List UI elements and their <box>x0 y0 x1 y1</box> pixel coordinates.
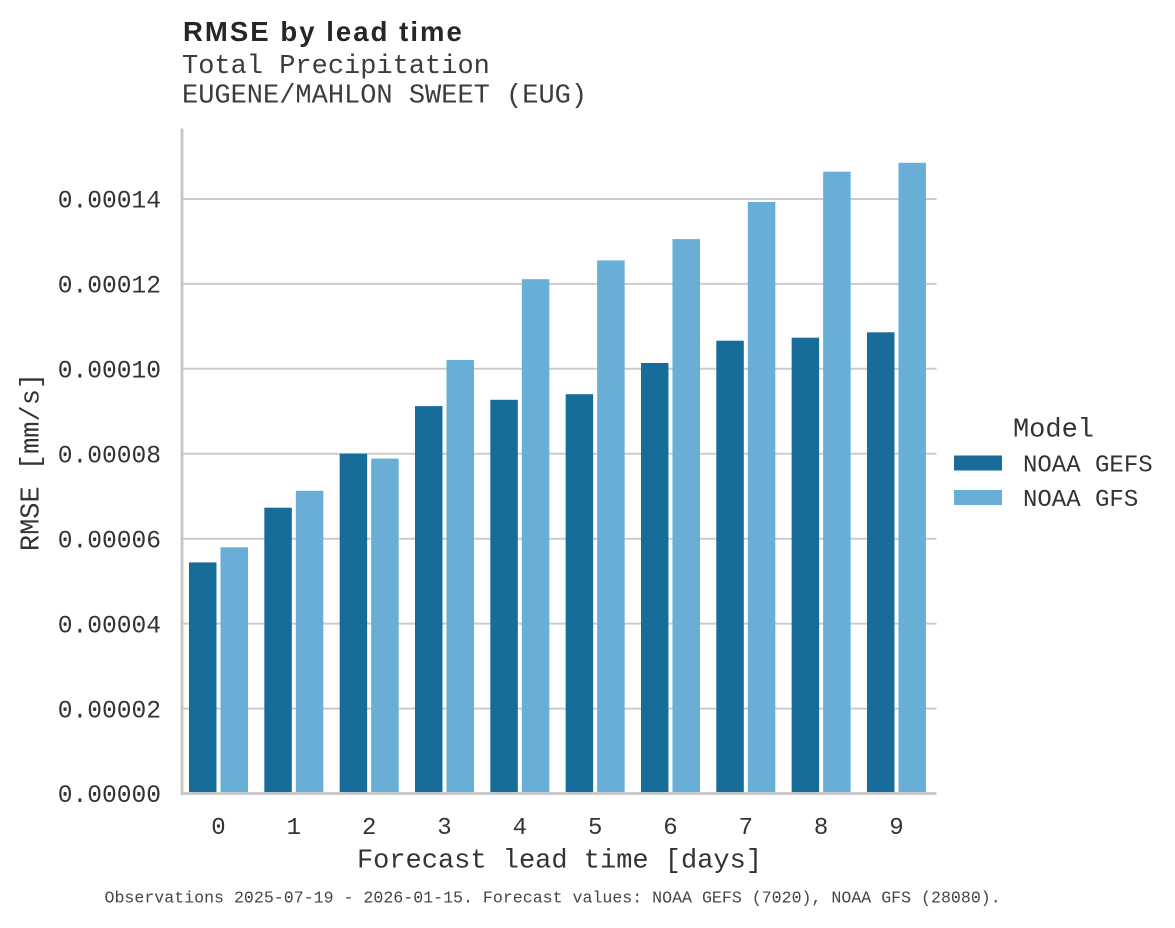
svg-text:2: 2 <box>362 815 376 842</box>
svg-text:RMSE by lead time: RMSE by lead time <box>183 16 464 47</box>
svg-text:NOAA GEFS: NOAA GEFS <box>1023 453 1153 480</box>
svg-text:9: 9 <box>889 815 903 842</box>
svg-text:0.00014: 0.00014 <box>58 189 161 216</box>
svg-text:0: 0 <box>211 815 225 842</box>
svg-text:0.00004: 0.00004 <box>58 613 161 640</box>
svg-text:EUGENE/MAHLON SWEET (EUG): EUGENE/MAHLON SWEET (EUG) <box>182 82 587 112</box>
svg-text:RMSE [mm/s]: RMSE [mm/s] <box>18 373 48 551</box>
svg-text:0.00012: 0.00012 <box>58 274 161 301</box>
svg-text:0.00000: 0.00000 <box>58 783 161 810</box>
svg-text:Observations 2025-07-19 - 2026: Observations 2025-07-19 - 2026-01-15. Fo… <box>105 889 1001 908</box>
svg-text:7: 7 <box>739 815 753 842</box>
svg-text:6: 6 <box>663 815 677 842</box>
svg-text:0.00010: 0.00010 <box>58 359 161 386</box>
svg-text:4: 4 <box>513 815 527 842</box>
svg-text:3: 3 <box>437 815 451 842</box>
svg-text:5: 5 <box>588 815 602 842</box>
svg-text:0.00002: 0.00002 <box>58 698 161 725</box>
svg-text:0.00006: 0.00006 <box>58 528 161 555</box>
svg-text:Model: Model <box>1013 416 1094 446</box>
svg-text:8: 8 <box>814 815 828 842</box>
svg-text:Forecast lead time [days]: Forecast lead time [days] <box>357 847 762 877</box>
svg-text:1: 1 <box>287 815 301 842</box>
svg-text:Total Precipitation: Total Precipitation <box>182 52 490 82</box>
svg-text:0.00008: 0.00008 <box>58 443 161 470</box>
svg-text:NOAA GFS: NOAA GFS <box>1023 487 1138 514</box>
